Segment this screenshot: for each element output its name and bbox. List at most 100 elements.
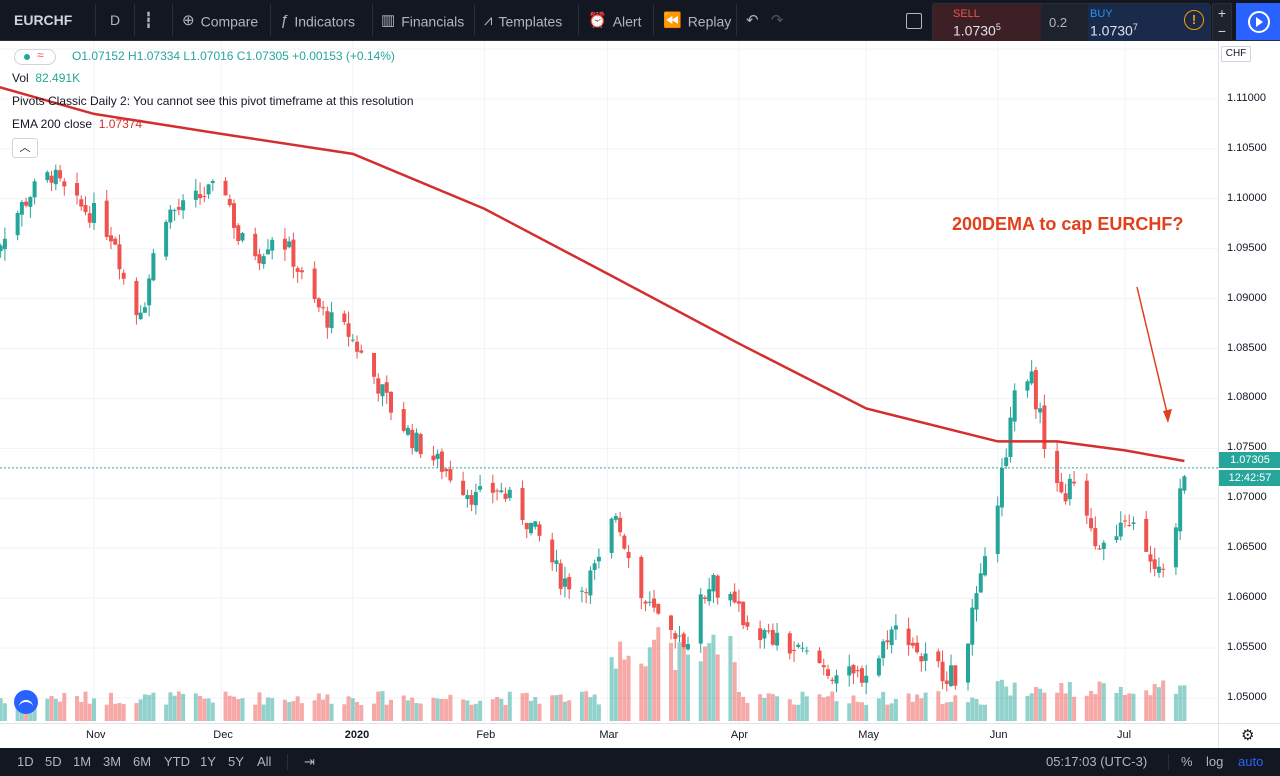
candle-body <box>282 238 287 250</box>
volume-bar <box>550 695 555 721</box>
candle-body <box>732 591 737 603</box>
time-tick-label: Nov <box>86 729 106 741</box>
volume-bar <box>240 698 245 721</box>
range-3m[interactable]: 3M <box>103 754 122 769</box>
collapse-legend-button[interactable]: ︿ <box>12 138 38 158</box>
candle-body <box>770 629 775 645</box>
time-axis[interactable]: Nov Dec 2020 Feb Mar Apr May Jun Jul <box>0 723 1218 748</box>
volume-bar <box>592 694 597 721</box>
range-6m[interactable]: 6M <box>133 754 152 769</box>
volume-bar <box>1059 683 1064 721</box>
chart-style-button[interactable]: ┇ <box>144 0 159 40</box>
volume-bar <box>431 697 436 721</box>
percent-toggle[interactable]: % <box>1181 754 1193 769</box>
candle-body <box>104 200 109 237</box>
range-5d[interactable]: 5D <box>45 754 62 769</box>
chart-pane[interactable]: ≈ O1.07152 H1.07334 L1.07016 C1.07305 +0… <box>0 41 1218 723</box>
candle-body <box>533 521 538 527</box>
interval-button[interactable]: D <box>110 12 121 28</box>
range-all[interactable]: All <box>257 754 272 769</box>
candle-body <box>24 201 29 206</box>
range-1m[interactable]: 1M <box>73 754 92 769</box>
plus-icon[interactable]: + <box>1217 5 1227 21</box>
candle-body <box>253 233 258 257</box>
volume-bar <box>847 703 852 721</box>
candle-body <box>953 665 958 686</box>
symbol-search[interactable]: EURCHF <box>14 12 73 28</box>
trading-panel-button[interactable] <box>1236 3 1280 40</box>
undo-button[interactable]: ↶ <box>746 0 765 40</box>
candle-body <box>978 573 983 593</box>
candle-body <box>915 642 920 653</box>
candle-body <box>83 205 88 213</box>
volume-bar <box>62 692 67 721</box>
price-tick-label: 1.11000 <box>1227 91 1266 104</box>
range-ytd[interactable]: YTD <box>164 754 190 769</box>
candle-body <box>766 630 771 632</box>
volume-bar <box>461 699 466 721</box>
info-icon[interactable]: ! <box>1184 10 1204 30</box>
candle-body <box>677 635 682 637</box>
candle-body <box>821 665 826 668</box>
candle-body <box>117 244 122 270</box>
range-1d[interactable]: 1D <box>17 754 34 769</box>
candle-body <box>414 432 419 452</box>
financials-button[interactable]: ▥ Financials <box>381 0 464 40</box>
volume-bar <box>1152 684 1157 721</box>
candle-body <box>885 640 890 643</box>
candle-body <box>974 593 979 610</box>
volume-bar <box>1097 681 1102 721</box>
volume-bar <box>223 691 228 721</box>
chart-settings-button[interactable]: ⚙ <box>1218 723 1280 748</box>
volume-bar <box>372 703 377 721</box>
volume-bar <box>554 695 559 721</box>
candle-body <box>2 238 7 250</box>
range-1y[interactable]: 1Y <box>200 754 216 769</box>
sell-label: SELL <box>953 8 980 20</box>
candle-body <box>944 680 949 684</box>
clock[interactable]: 05:17:03 (UTC-3) <box>1046 754 1148 769</box>
chart-canvas[interactable] <box>0 41 1218 723</box>
spread-value: 0.2 <box>1049 15 1068 30</box>
volume-bar <box>876 698 881 721</box>
bottom-divider <box>287 754 288 770</box>
goto-date-button[interactable]: ⇥ <box>304 748 315 776</box>
candle-body <box>588 570 593 596</box>
candle-body <box>499 490 504 493</box>
candle-body <box>1012 390 1017 422</box>
volume-bar <box>299 703 304 721</box>
auto-toggle[interactable]: auto <box>1238 754 1264 769</box>
alert-button[interactable]: ⏰ Alert <box>588 0 641 40</box>
volume-bar <box>49 695 54 721</box>
function-icon: ƒ <box>280 12 289 30</box>
volume-bar <box>584 691 589 721</box>
replay-button[interactable]: ⏪ Replay <box>663 0 731 40</box>
toolbar-divider <box>736 4 737 36</box>
legend-toggle[interactable]: ≈ <box>14 48 56 65</box>
candle-body <box>1152 559 1157 569</box>
candle-body <box>299 270 304 273</box>
log-toggle[interactable]: log <box>1206 754 1224 769</box>
candle-body <box>380 384 385 397</box>
templates-button[interactable]: ⩘ Templates <box>484 0 562 40</box>
volume-bar <box>766 693 771 721</box>
candle-body <box>142 307 147 313</box>
candle-body <box>329 312 334 329</box>
volume-bar <box>851 695 856 721</box>
candle-body <box>524 522 529 530</box>
candle-body <box>121 272 126 279</box>
indicators-button[interactable]: ƒ Indicators <box>280 0 355 40</box>
price-axis[interactable]: 1.05000 1.05500 1.06000 1.06500 1.07000 1.075… <box>1218 41 1280 723</box>
range-5y[interactable]: 5Y <box>228 754 244 769</box>
sell-button[interactable]: SELL 1.07305 <box>933 4 1041 42</box>
volume-bar <box>855 701 860 721</box>
minus-icon[interactable]: − <box>1217 23 1227 39</box>
candle-body <box>847 666 852 676</box>
volume-bar <box>1101 683 1106 721</box>
templates-icon: ⩘ <box>484 12 493 30</box>
layout-button[interactable] <box>906 0 922 40</box>
compare-button[interactable]: ⊕ Compare <box>182 0 258 40</box>
volume-bar <box>533 697 538 721</box>
volume-bar <box>1123 695 1127 721</box>
redo-button[interactable]: ↷ <box>771 0 790 40</box>
